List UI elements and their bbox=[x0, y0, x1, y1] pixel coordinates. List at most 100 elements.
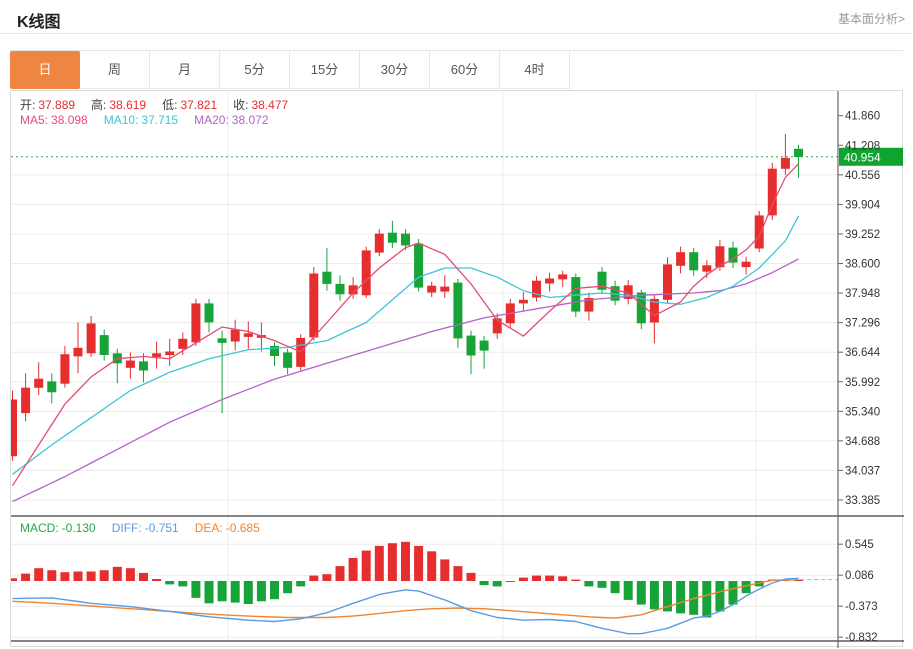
tab-day[interactable]: 日 bbox=[10, 51, 80, 89]
candle-body bbox=[60, 354, 70, 384]
axis-tick-label: 41.860 bbox=[845, 111, 880, 123]
macd-bar bbox=[558, 576, 568, 581]
candle-body bbox=[348, 285, 358, 295]
macd-histogram bbox=[11, 541, 803, 618]
ohlc-item: 开: 37.889 bbox=[20, 98, 76, 112]
axis-labels: 41.860 41.208 40.556 39.904 39.252 38.600 37.9… bbox=[838, 111, 881, 644]
macd-bar bbox=[99, 570, 109, 581]
candle-body bbox=[401, 233, 410, 246]
candle-body bbox=[86, 323, 96, 354]
tab-4hour[interactable]: 4时 bbox=[500, 51, 570, 89]
candle-body bbox=[479, 340, 489, 351]
candle-body bbox=[374, 233, 384, 253]
macd-bar bbox=[309, 575, 319, 581]
axis-tick-label: 34.688 bbox=[845, 436, 880, 448]
page-title: K线图 bbox=[17, 14, 61, 31]
macd-bar bbox=[204, 581, 214, 604]
axis-tick-label: 41.208 bbox=[845, 140, 880, 152]
candle-body bbox=[361, 250, 371, 296]
macd-bar bbox=[636, 581, 646, 605]
tab-week[interactable]: 周 bbox=[80, 51, 150, 89]
macd-bar bbox=[296, 581, 306, 587]
ohlc-item: 低: 37.821 bbox=[162, 98, 218, 112]
candle-body bbox=[34, 378, 44, 388]
candle-body bbox=[571, 277, 581, 312]
candle-body bbox=[715, 246, 725, 268]
axis-tick-label: 37.948 bbox=[845, 288, 880, 300]
macd-bar bbox=[663, 581, 672, 612]
tab-5min[interactable]: 5分 bbox=[220, 51, 290, 89]
axis-tick-label: 0.086 bbox=[845, 570, 874, 582]
macd-bar bbox=[11, 578, 17, 581]
candle-body bbox=[649, 298, 659, 323]
candle-body bbox=[741, 261, 751, 268]
candle-body bbox=[518, 299, 528, 304]
candle-body bbox=[99, 335, 109, 355]
macd-bar bbox=[125, 568, 135, 581]
macd-bar bbox=[243, 581, 253, 604]
diff-line bbox=[12, 577, 799, 635]
macd-bar bbox=[702, 581, 712, 618]
candle-body bbox=[466, 335, 476, 356]
macd-bar bbox=[348, 558, 358, 581]
tab-30min[interactable]: 30分 bbox=[360, 51, 430, 89]
axis-tick-label: 39.252 bbox=[845, 229, 880, 241]
current-price-badge: 40.954 bbox=[839, 147, 903, 166]
candle-body bbox=[243, 333, 253, 337]
candle-body bbox=[204, 303, 214, 323]
axis-tick-label: 40.556 bbox=[845, 170, 880, 182]
tab-15min[interactable]: 15分 bbox=[290, 51, 360, 89]
macd-bar bbox=[230, 581, 240, 603]
macd-readout: MACD: -0.130 DIFF: -0.751 DEA: -0.685 bbox=[20, 521, 276, 535]
macd-bar bbox=[178, 581, 188, 587]
macd-item: DIFF: -0.751 bbox=[111, 521, 179, 535]
ma-readout: MA5: 38.098 MA10: 37.715 MA20: 38.072 bbox=[20, 113, 285, 127]
candle-body bbox=[545, 278, 555, 284]
candle-body bbox=[47, 381, 57, 393]
macd-bar bbox=[414, 545, 424, 581]
ma5-line bbox=[11, 163, 799, 487]
tab-month[interactable]: 月 bbox=[150, 51, 220, 89]
macd-bar bbox=[387, 543, 397, 581]
tab-60min[interactable]: 60分 bbox=[430, 51, 500, 89]
candle-body bbox=[728, 247, 738, 263]
header-divider bbox=[0, 33, 913, 34]
dea-line bbox=[12, 578, 799, 619]
candle-body bbox=[309, 273, 319, 338]
macd-bar bbox=[361, 550, 371, 581]
macd-bar bbox=[34, 568, 44, 581]
ohlc-readout: 开: 37.889 高: 38.619 低: 37.821 收: 38.477 bbox=[20, 96, 304, 113]
macd-bar bbox=[139, 572, 148, 581]
candle-body bbox=[191, 303, 201, 343]
macd-bar bbox=[518, 577, 528, 581]
candle-body bbox=[387, 232, 397, 243]
candle-body bbox=[780, 157, 790, 169]
candle-body bbox=[139, 361, 148, 371]
chart-container: 40.954 41.860 41.208 40.556 39.904 39.252 38.6… bbox=[10, 90, 904, 648]
candle-body bbox=[230, 329, 240, 342]
fundamental-analysis-link[interactable]: 基本面分析> bbox=[837, 12, 905, 26]
candle-body bbox=[125, 360, 135, 368]
candle-body bbox=[427, 285, 437, 293]
macd-bar bbox=[676, 581, 686, 614]
candle-body bbox=[663, 264, 672, 300]
kline-chart-canvas[interactable]: 40.954 41.860 41.208 40.556 39.904 39.252 38.6… bbox=[11, 91, 904, 648]
macd-item: DEA: -0.685 bbox=[194, 521, 260, 535]
macd-bar bbox=[505, 581, 515, 582]
candle-body bbox=[440, 286, 450, 292]
macd-bar bbox=[86, 571, 96, 581]
macd-bar bbox=[270, 581, 279, 600]
axis-tick-label: 35.992 bbox=[845, 377, 880, 389]
candle-body bbox=[178, 338, 188, 349]
candle-body bbox=[623, 285, 633, 299]
macd-bar bbox=[597, 581, 607, 588]
candle-body bbox=[676, 252, 686, 266]
candle-body bbox=[636, 292, 646, 324]
macd-bar bbox=[47, 570, 57, 581]
candle-body bbox=[767, 168, 777, 216]
candle-body bbox=[21, 387, 31, 414]
macd-bar bbox=[283, 581, 293, 594]
macd-bar bbox=[374, 545, 384, 581]
macd-bar bbox=[21, 573, 31, 581]
macd-bar bbox=[453, 566, 463, 581]
